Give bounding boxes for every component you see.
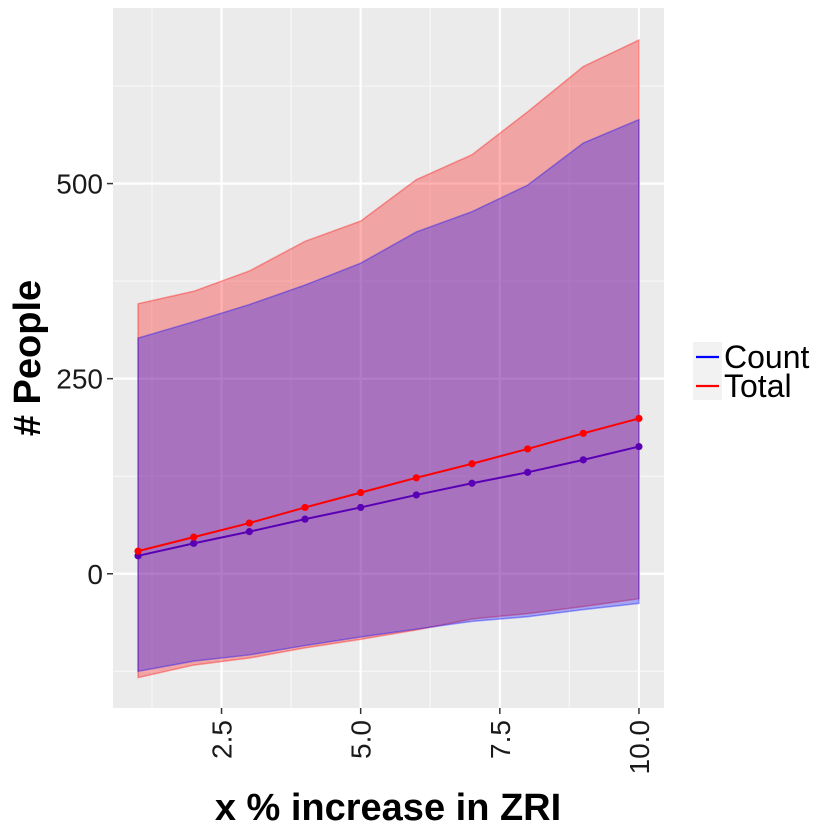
point-total: [301, 503, 309, 512]
x-axis-title: x % increase in ZRI: [215, 787, 561, 829]
point-count: [579, 456, 587, 464]
x-tick-label: 10.0: [624, 720, 655, 775]
point-total: [468, 460, 476, 468]
plot-panel: [113, 8, 664, 708]
y-tick-label: 250: [56, 364, 103, 395]
point-count: [245, 528, 253, 536]
point-count: [190, 539, 198, 547]
point-total: [579, 429, 587, 437]
point-total: [357, 489, 365, 497]
point-total: [524, 445, 532, 453]
point-count: [301, 515, 309, 523]
point-total: [134, 547, 142, 555]
point-count: [357, 503, 365, 512]
legend-label-total: Total: [724, 368, 792, 404]
y-tick-label: 0: [87, 559, 103, 590]
ribbon-count: [137, 118, 640, 673]
y-tick-label: 500: [56, 169, 103, 200]
point-count: [524, 468, 532, 476]
legend-label-count: Count: [724, 339, 810, 375]
grid-minor-lines: [113, 8, 664, 708]
line-count: [137, 445, 640, 557]
point-total: [635, 414, 643, 423]
x-tick-label: 7.5: [485, 720, 516, 759]
axes: 2.5 5.0 7.5 10.0 0 250 500: [56, 169, 655, 775]
point-total: [190, 533, 198, 541]
point-total: [412, 474, 420, 482]
series-lines: [137, 417, 640, 557]
y-axis-title: # People: [7, 280, 49, 436]
point-count: [412, 491, 420, 499]
line-total: [137, 417, 640, 553]
point-count: [635, 442, 643, 451]
point-count: [468, 479, 476, 487]
x-tick-label: 5.0: [346, 720, 377, 759]
point-total: [245, 519, 253, 527]
series-points: [134, 414, 643, 560]
x-tick-label: 2.5: [207, 720, 238, 759]
grid-major-lines: [113, 8, 664, 708]
